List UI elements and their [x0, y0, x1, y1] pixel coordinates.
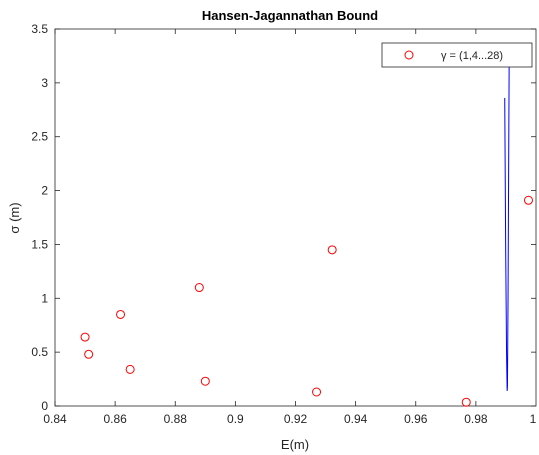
- x-tick-label: 0.98: [464, 412, 488, 426]
- data-point: [194, 283, 204, 293]
- y-tick-label: 0.5: [31, 345, 48, 359]
- data-point: [327, 245, 337, 255]
- y-tick-label: 2.5: [31, 130, 48, 144]
- legend-box: [381, 42, 533, 68]
- x-tick-label: 0.92: [284, 412, 308, 426]
- data-point: [312, 387, 322, 397]
- data-point: [116, 309, 126, 319]
- data-point: [125, 364, 135, 374]
- x-tick-label: 0.86: [103, 412, 127, 426]
- chart-title: Hansen-Jagannathan Bound: [202, 8, 378, 23]
- x-tick-label: 0.9: [227, 412, 244, 426]
- y-tick-label: 2: [41, 184, 48, 198]
- x-axis: 0.84 0.86 0.88 0.9 0.92 0.94 0.96 0.98 1: [43, 29, 537, 426]
- plot-area: [54, 28, 537, 407]
- x-tick-label: 0.96: [404, 412, 428, 426]
- legend: γ = (1,4...28): [381, 42, 533, 68]
- bound-curve: [504, 45, 510, 391]
- data-point: [461, 397, 471, 407]
- y-tick-label: 1.5: [31, 237, 48, 251]
- data-point: [84, 349, 94, 359]
- series-layer: [80, 45, 533, 407]
- x-tick-label: 0.94: [344, 412, 368, 426]
- data-point: [200, 376, 210, 386]
- x-tick-label: 0.84: [43, 412, 67, 426]
- y-axis-label: σ (m): [7, 202, 22, 233]
- y-tick-label: 3.5: [31, 22, 48, 36]
- x-axis-label: E(m): [281, 437, 309, 452]
- y-axis: 0 0.5 1 1.5 2 2.5 3 3.5: [31, 22, 536, 413]
- legend-label: γ = (1,4...28): [441, 50, 503, 62]
- y-tick-label: 0: [41, 399, 48, 413]
- data-point: [523, 195, 533, 205]
- y-tick-label: 3: [41, 76, 48, 90]
- legend-marker: [404, 50, 414, 60]
- x-tick-label: 1: [530, 412, 537, 426]
- x-tick-label: 0.88: [164, 412, 188, 426]
- data-point: [80, 332, 90, 342]
- y-tick-label: 1: [41, 291, 48, 305]
